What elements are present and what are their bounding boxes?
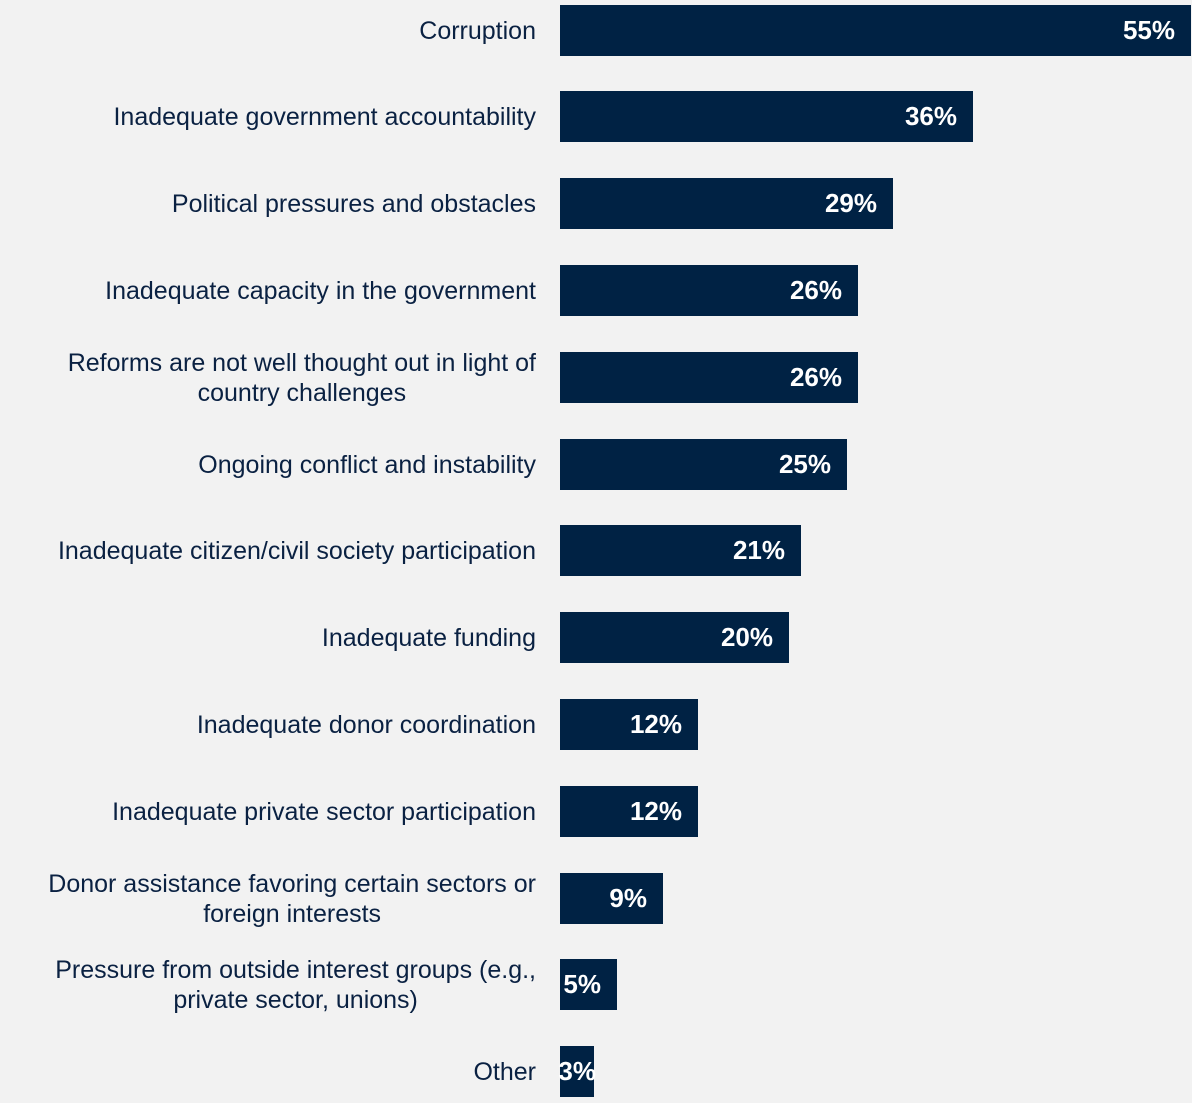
category-label: Reforms are not well thought out in ligh… <box>67 348 536 407</box>
category-label: Inadequate funding <box>321 623 536 652</box>
category-label: Other <box>473 1057 536 1086</box>
bar <box>560 959 617 1010</box>
bar <box>560 352 858 403</box>
value-label: 21% <box>732 535 785 565</box>
bar <box>560 5 1191 56</box>
category-label: Corruption <box>419 16 536 45</box>
category-label: Inadequate private sector participation <box>112 797 536 826</box>
bar <box>560 178 893 229</box>
value-label: 20% <box>720 622 773 652</box>
category-label: Inadequate capacity in the government <box>105 276 536 305</box>
value-label: 3% <box>558 1056 596 1086</box>
category-label: Ongoing conflict and instability <box>198 450 536 479</box>
value-label: 12% <box>629 796 682 826</box>
value-label: 36% <box>904 101 957 131</box>
value-label: 26% <box>789 362 842 392</box>
bar <box>560 525 801 576</box>
value-label: 12% <box>629 709 682 739</box>
bar <box>560 873 663 924</box>
category-label: Political pressures and obstacles <box>171 189 536 218</box>
category-label: Pressure from outside interest groups (e… <box>55 955 536 1014</box>
value-label: 55% <box>1122 15 1175 45</box>
bar <box>560 786 698 837</box>
bar <box>560 439 847 490</box>
bar <box>560 699 698 750</box>
value-label: 5% <box>563 969 601 999</box>
category-label: Inadequate donor coordination <box>196 710 536 739</box>
category-label: Inadequate citizen/civil society partici… <box>57 536 536 565</box>
bar <box>560 265 858 316</box>
category-label: Inadequate government accountability <box>113 102 536 131</box>
value-label: 29% <box>824 188 877 218</box>
value-label: 9% <box>609 883 647 913</box>
bar <box>560 1046 594 1097</box>
bar <box>560 91 973 142</box>
bar <box>560 612 789 663</box>
value-label: 26% <box>789 275 842 305</box>
value-label: 25% <box>778 449 831 479</box>
category-label: Donor assistance favoring certain sector… <box>48 869 536 928</box>
